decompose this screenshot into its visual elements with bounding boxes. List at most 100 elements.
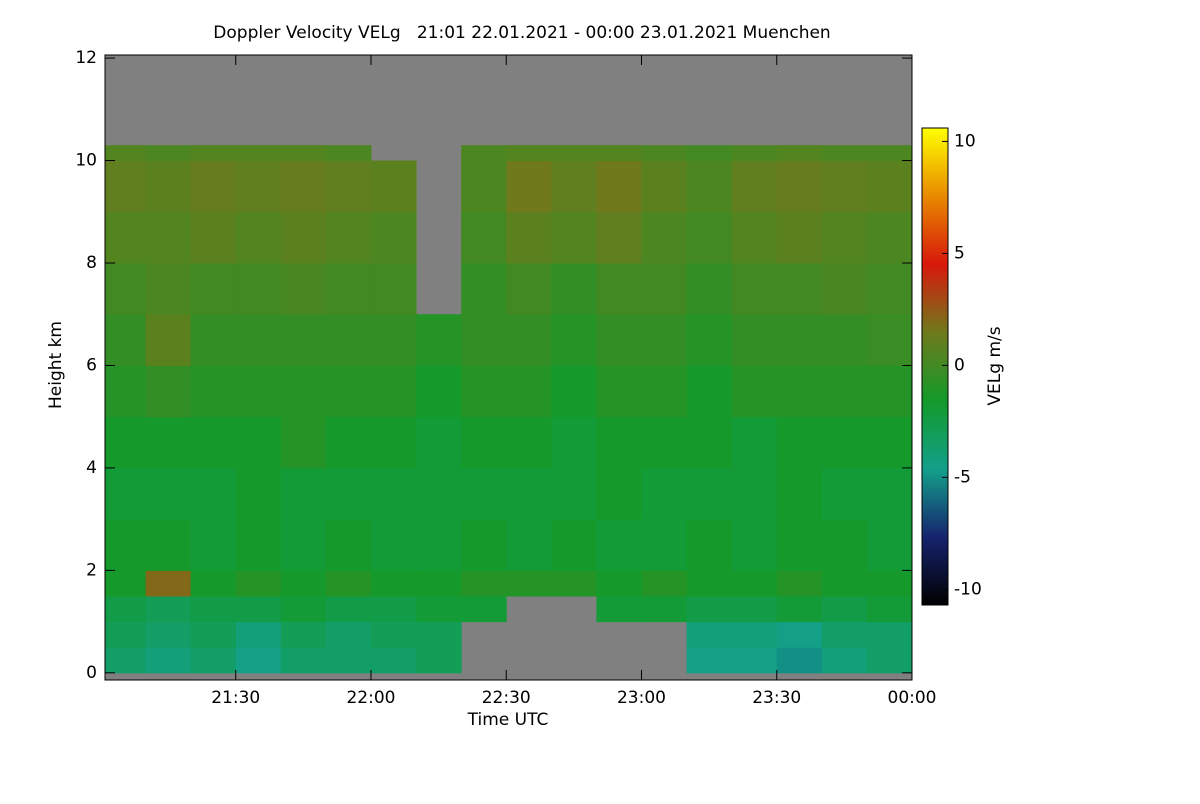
cell bbox=[641, 416, 688, 469]
cell bbox=[821, 519, 868, 571]
x-tick-label: 21:30 bbox=[211, 688, 260, 708]
cell bbox=[235, 416, 282, 469]
colorbar bbox=[921, 127, 949, 606]
cell bbox=[641, 262, 688, 315]
y-tick-label: 2 bbox=[86, 560, 97, 580]
cell bbox=[461, 416, 507, 469]
cell bbox=[235, 570, 282, 597]
cell bbox=[506, 365, 552, 418]
cell bbox=[370, 160, 417, 213]
cell bbox=[325, 621, 372, 648]
cell bbox=[686, 621, 733, 648]
cell bbox=[461, 467, 507, 520]
cell bbox=[105, 595, 147, 623]
cell bbox=[686, 570, 733, 597]
x-tick-label: 22:00 bbox=[346, 688, 395, 708]
cell bbox=[821, 160, 868, 213]
cell bbox=[506, 160, 552, 213]
cell bbox=[641, 211, 688, 264]
cell bbox=[866, 647, 913, 674]
cell bbox=[596, 570, 642, 597]
cell bbox=[416, 621, 462, 648]
y-tick-label: 10 bbox=[75, 151, 97, 171]
cell bbox=[145, 647, 192, 674]
cell bbox=[325, 262, 372, 315]
cell bbox=[866, 467, 913, 520]
cell bbox=[280, 416, 327, 469]
cell bbox=[416, 519, 462, 571]
cell bbox=[776, 211, 823, 264]
cell bbox=[776, 595, 823, 623]
cell bbox=[105, 262, 147, 315]
cell bbox=[686, 211, 733, 264]
cell bbox=[866, 416, 913, 469]
cell bbox=[551, 365, 597, 418]
cell bbox=[686, 262, 733, 315]
cell bbox=[821, 570, 868, 597]
cell bbox=[280, 211, 327, 264]
cell bbox=[821, 621, 868, 648]
cell bbox=[731, 160, 778, 213]
cell bbox=[280, 621, 327, 648]
cell bbox=[105, 314, 147, 366]
cell bbox=[105, 647, 147, 674]
cell bbox=[370, 314, 417, 366]
cell bbox=[866, 595, 913, 623]
cell bbox=[731, 647, 778, 674]
cell bbox=[235, 262, 282, 315]
cell bbox=[190, 467, 237, 520]
cell bbox=[551, 262, 597, 315]
cell bbox=[641, 314, 688, 366]
cell bbox=[370, 621, 417, 648]
cell bbox=[325, 519, 372, 571]
cell bbox=[325, 160, 372, 213]
cell bbox=[686, 145, 733, 162]
cell bbox=[235, 145, 282, 162]
cell bbox=[190, 314, 237, 366]
cell bbox=[866, 262, 913, 315]
cell bbox=[325, 211, 372, 264]
y-tick-label: 12 bbox=[75, 48, 97, 68]
x-tick-label: 23:30 bbox=[752, 688, 801, 708]
cell bbox=[821, 145, 868, 162]
cell bbox=[731, 145, 778, 162]
cell bbox=[776, 365, 823, 418]
cell bbox=[325, 314, 372, 366]
cell bbox=[145, 467, 192, 520]
cell bbox=[596, 314, 642, 366]
cell bbox=[776, 647, 823, 674]
cell bbox=[686, 160, 733, 213]
cell bbox=[145, 145, 192, 162]
colorbar-tick-label: -10 bbox=[954, 579, 982, 599]
cell bbox=[731, 314, 778, 366]
cell bbox=[370, 467, 417, 520]
cell bbox=[105, 621, 147, 648]
cell bbox=[145, 570, 192, 597]
cell bbox=[596, 262, 642, 315]
cell bbox=[370, 647, 417, 674]
cell bbox=[731, 211, 778, 264]
cell bbox=[821, 365, 868, 418]
chart-title: Doppler Velocity VELg 21:01 22.01.2021 -… bbox=[213, 23, 830, 43]
cell bbox=[776, 145, 823, 162]
cell bbox=[280, 570, 327, 597]
cell bbox=[105, 160, 147, 213]
cell bbox=[325, 467, 372, 520]
cell bbox=[280, 519, 327, 571]
cell bbox=[821, 467, 868, 520]
cell bbox=[731, 519, 778, 571]
cell bbox=[190, 211, 237, 264]
cell bbox=[506, 314, 552, 366]
cell bbox=[776, 262, 823, 315]
cell bbox=[105, 519, 147, 571]
cell bbox=[325, 145, 372, 162]
cell bbox=[686, 647, 733, 674]
cell bbox=[551, 570, 597, 597]
cell bbox=[235, 211, 282, 264]
colorbar-label: VELg m/s bbox=[985, 326, 1005, 405]
cell bbox=[866, 211, 913, 264]
cell bbox=[461, 145, 507, 162]
cell bbox=[280, 314, 327, 366]
cell bbox=[686, 519, 733, 571]
